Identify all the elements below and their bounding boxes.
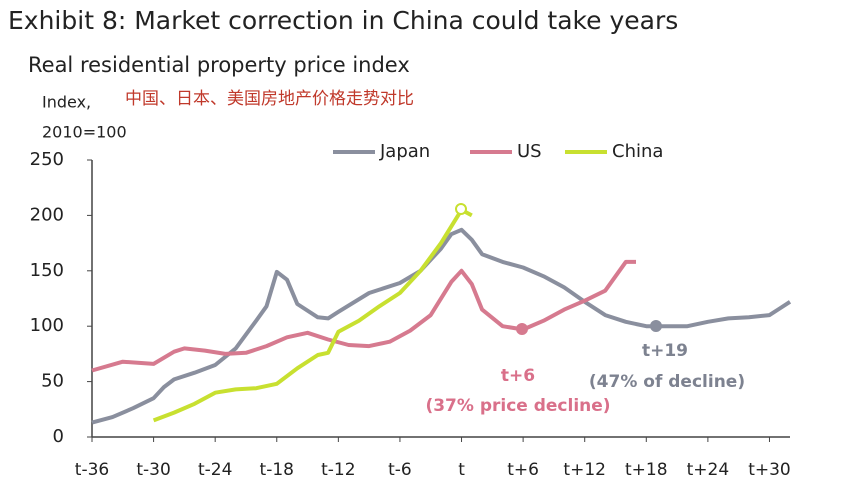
y-tick-label: 250 (30, 149, 64, 170)
x-tick-label: t+24 (687, 460, 730, 480)
chart-title: Exhibit 8: Market correction in China co… (8, 6, 678, 35)
legend-label: China (612, 141, 663, 162)
note: 中国、日本、美国房地产价格走势对比 (125, 89, 414, 109)
chart-subtitle: Real residential property price index (28, 53, 410, 77)
y-tick-label: 150 (30, 260, 64, 281)
highlight-marker (455, 203, 467, 215)
highlight-marker (516, 323, 528, 335)
series-line (91, 227, 792, 425)
x-tick-label: t-30 (136, 460, 170, 480)
legend-label: US (517, 141, 542, 162)
legend-label: Japan (379, 141, 430, 162)
highlight-marker (650, 320, 662, 332)
series-line (91, 259, 636, 373)
x-tick-label: t+30 (748, 460, 791, 480)
y-tick-label: 50 (41, 371, 64, 392)
x-tick-label: t+18 (625, 460, 668, 480)
y-tick-label: 100 (30, 315, 64, 336)
x-tick-label: t-6 (388, 460, 412, 480)
y-axis-label: Index, (42, 93, 91, 112)
x-tick-label: t+6 (507, 460, 539, 480)
x-tick-label: t-24 (198, 460, 232, 480)
series-line (152, 207, 473, 423)
annotation: t+19 (642, 341, 688, 361)
annotation: (47% of decline) (589, 372, 745, 392)
x-tick-label: t-18 (260, 460, 294, 480)
x-tick-label: t-12 (321, 460, 355, 480)
annotation: (37% price decline) (425, 396, 610, 416)
annotation: t+6 (501, 366, 535, 386)
y-axis-label: 2010=100 (42, 123, 127, 142)
y-tick-label: 0 (53, 426, 64, 447)
x-tick-label: t-36 (75, 460, 109, 480)
y-tick-label: 200 (30, 204, 64, 225)
x-tick-label: t (458, 460, 465, 480)
x-tick-label: t+12 (563, 460, 606, 480)
